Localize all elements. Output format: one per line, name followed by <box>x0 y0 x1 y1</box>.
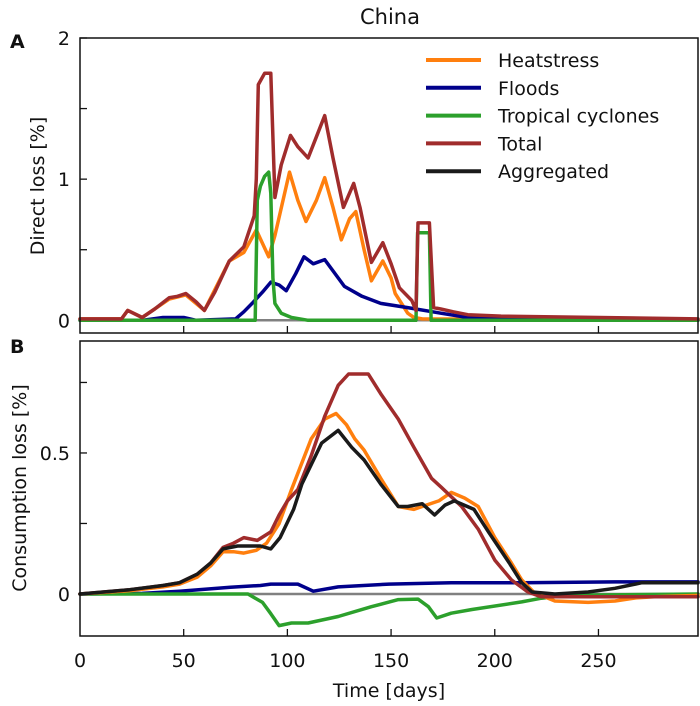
panel-b-series-aggregated <box>78 428 700 596</box>
panel-a-frame <box>79 37 699 334</box>
panel-a-letter: A <box>10 31 25 53</box>
legend-label: Aggregated <box>498 161 609 183</box>
panel-b-series-tropical-cyclones <box>78 592 700 628</box>
panel-a-y-tick-label: 0 <box>58 310 70 332</box>
x-tick-labels: 0 50 100 150 200 250 <box>74 650 617 672</box>
x-tick-label: 50 <box>172 650 196 672</box>
panel-a-marks: 0 1 2 <box>58 28 700 333</box>
panel-b-y-tick-label: 0.5 <box>40 443 70 465</box>
x-axis-label: Time [days] <box>332 680 445 702</box>
panel-b-series-total <box>78 372 700 599</box>
x-tick-label: 0 <box>74 650 86 672</box>
panel-b-series-heatstress <box>78 411 700 605</box>
panel-a-series-tropical-cyclones <box>78 170 700 323</box>
panel-b-series-floods <box>78 580 700 596</box>
x-tick-label: 200 <box>477 650 513 672</box>
panel-a-ylabel: Direct loss [%] <box>27 117 49 256</box>
panel-b-letter: B <box>10 336 24 358</box>
legend-label: Floods <box>498 78 559 100</box>
x-tick-label: 250 <box>580 650 616 672</box>
legend-label: Tropical cyclones <box>497 106 659 128</box>
panel-a-series-floods <box>78 255 700 323</box>
legend-label: Heatstress <box>498 50 599 72</box>
panel-a: A Direct loss [%] 0 1 2 Heatstress Floods Tr… <box>10 28 700 334</box>
panel-b: B Consumption loss [%] 00.5 0 50 100 150 200… <box>9 336 700 702</box>
panel-a-y-tick-label: 1 <box>58 169 70 191</box>
legend: Heatstress Floods Tropical cyclones Total Ag… <box>426 50 659 183</box>
panel-a-y-tick-label: 2 <box>58 28 70 50</box>
panel-a-series-total <box>78 71 700 321</box>
panel-b-ylabel: Consumption loss [%] <box>9 384 31 592</box>
panel-b-marks: 00.5 <box>40 372 700 636</box>
chart-title: China <box>360 5 420 29</box>
x-tick-label: 100 <box>269 650 305 672</box>
x-tick-label: 150 <box>373 650 409 672</box>
panel-b-y-tick-label: 0 <box>58 584 70 606</box>
panel-b-frame <box>79 340 699 637</box>
legend-label: Total <box>497 133 542 155</box>
